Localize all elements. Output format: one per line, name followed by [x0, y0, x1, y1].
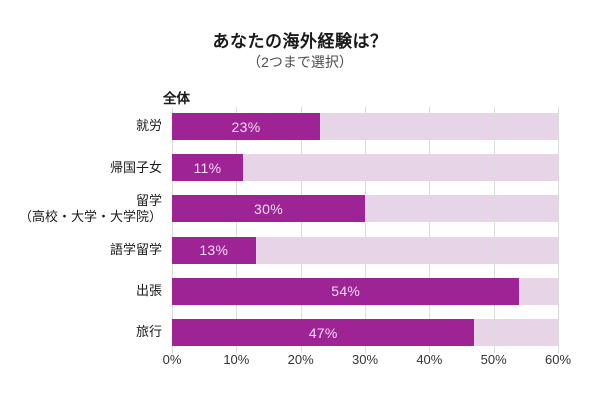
gridline	[236, 107, 238, 353]
gridline	[558, 107, 559, 353]
x-tick-label: 0%	[162, 352, 182, 367]
bar-row: 出張 54%	[0, 277, 600, 305]
category-label: 帰国子女	[109, 159, 162, 175]
chart-subtitle: （2つまで選択）	[247, 54, 353, 70]
x-tick-label: 10%	[223, 352, 250, 367]
group-label: 全体	[163, 91, 190, 106]
category-label: 出張	[135, 283, 162, 299]
gridline	[493, 107, 495, 353]
x-tick-label: 50%	[480, 352, 507, 367]
bar-cell: 54%	[172, 277, 558, 305]
bar-value-label: 11%	[193, 159, 222, 176]
x-tick-label: 30%	[351, 352, 379, 367]
bar-value-label: 13%	[199, 242, 229, 259]
bar-fill: 13%	[172, 236, 256, 264]
gridline	[300, 107, 302, 353]
chart-title: あなたの海外経験は？	[212, 32, 388, 51]
category-label: 旅行	[135, 324, 162, 340]
gridline	[429, 107, 431, 353]
bar-value-label: 30%	[254, 200, 283, 217]
bar-value-label: 23%	[231, 118, 261, 135]
gridline	[365, 107, 366, 353]
plot-area: 就労 23% 帰国子女 11% 留学 （高校・大学・大学院） 30% 語学留学 13% 出張 54%…	[0, 107, 600, 353]
gridlines	[172, 107, 559, 353]
bar-fill: 30%	[172, 195, 365, 223]
x-tick-label: 60%	[544, 352, 572, 367]
category-label: 留学 （高校・大学・大学院）	[18, 192, 162, 224]
bar-fill: 47%	[172, 319, 475, 346]
x-tick-label: 40%	[416, 352, 443, 367]
bar-fill: 11%	[172, 154, 243, 182]
bar-value-label: 54%	[331, 283, 361, 300]
bar-fill: 23%	[172, 113, 320, 140]
bar-fill: 54%	[172, 277, 520, 305]
bar-value-label: 47%	[308, 324, 338, 341]
category-label: 語学留学	[109, 241, 162, 257]
gridline	[172, 107, 173, 353]
x-axis: 0% 10% 20% 30% 40% 50% 60%	[0, 352, 600, 372]
x-tick-label: 20%	[287, 352, 314, 367]
category-label: 就労	[135, 118, 162, 134]
